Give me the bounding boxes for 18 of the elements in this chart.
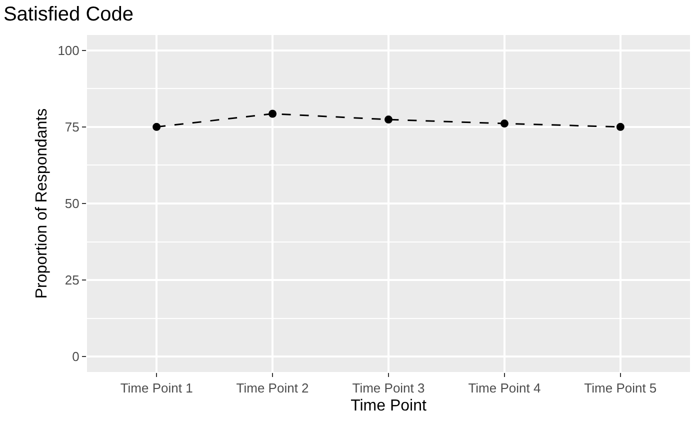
- point: [268, 110, 277, 118]
- point: [384, 116, 392, 124]
- x-tick-label: Time Point 3: [352, 380, 425, 396]
- x-tick-label: Time Point 4: [468, 380, 541, 396]
- point: [500, 120, 508, 128]
- y-axis-title: Proportion of Respondants: [34, 108, 51, 299]
- point: [152, 122, 161, 131]
- chart-title: Satisfied Code: [3, 3, 134, 26]
- x-tick-label: Time Point 5: [584, 380, 657, 396]
- y-tick-label: 0: [72, 349, 80, 364]
- x-tick-label: Time Point 2: [236, 380, 309, 396]
- y-tick-label: 50: [64, 196, 80, 212]
- y-tick-label: 75: [64, 119, 80, 134]
- x-tick-label: Time Point 1: [120, 380, 193, 396]
- y-tick-label: 100: [58, 42, 80, 58]
- y-tick-label: 25: [64, 272, 80, 288]
- x-axis-title: Time Point: [350, 397, 427, 414]
- point: [616, 122, 624, 131]
